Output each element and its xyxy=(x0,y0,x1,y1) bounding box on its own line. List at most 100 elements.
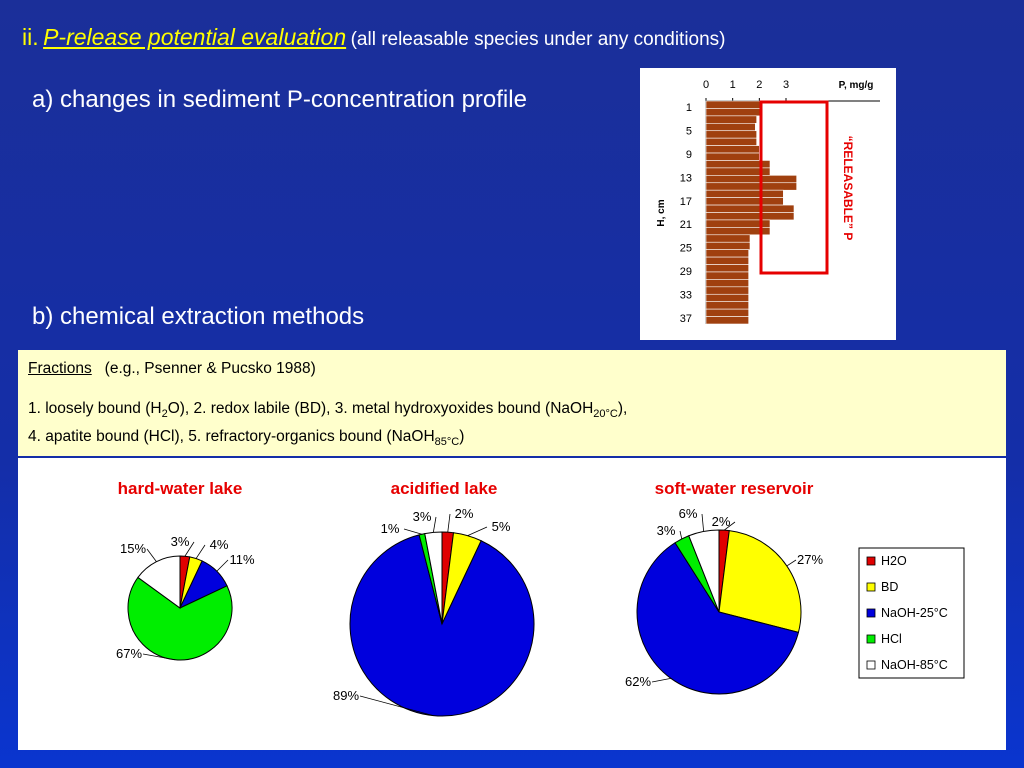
profile-y-label: H, cm xyxy=(656,199,667,226)
profile-bar xyxy=(705,204,795,213)
legend-swatch xyxy=(866,660,876,670)
pie-slice xyxy=(636,542,800,695)
section-a-heading: a) changes in sediment P-concentration p… xyxy=(32,86,527,113)
pie-leader-line xyxy=(216,559,229,572)
pie-leader-line xyxy=(651,677,671,683)
legend-label: NaOH-85°C xyxy=(881,658,948,672)
profile-bar xyxy=(705,108,763,117)
profile-bar xyxy=(705,249,749,258)
fractions-line-2: 4. apatite bound (HCl), 5. refractory-or… xyxy=(28,428,464,448)
profile-bar xyxy=(705,308,749,317)
profile-bar xyxy=(705,271,749,280)
pie-data-label: 89% xyxy=(333,688,359,703)
pie-data-label: 2% xyxy=(455,506,474,521)
pie-data-label: 1% xyxy=(381,521,400,536)
fractions-line-1: 1. loosely bound (H2O), 2. redox labile … xyxy=(28,400,627,420)
pie-data-label: 2% xyxy=(712,514,731,529)
pie-leader-line xyxy=(432,516,437,533)
pie-leader-line xyxy=(679,530,683,540)
fractions-line-2-c: ) xyxy=(459,428,465,445)
pie-leader-line xyxy=(723,521,736,531)
fractions-panel: Fractions (e.g., Psenner & Pucsko 1988) … xyxy=(18,350,1006,456)
legend-label: H2O xyxy=(881,554,907,568)
fractions-line-1-sub1: 2 xyxy=(161,408,168,421)
pie-charts: hard-water lake 3% 4%11% 67% 15% acidified la… xyxy=(116,479,965,717)
releasable-annotation: “RELEASABLE” P xyxy=(841,136,855,241)
pie-slice xyxy=(688,529,720,613)
profile-y-tick-label: 33 xyxy=(680,290,692,302)
pie-charts-panel: hard-water lake 3% 4% 11% 67% 15% acidified la… xyxy=(18,458,1006,750)
profile-x-label: P, mg/g xyxy=(839,80,874,91)
section-b-heading: b) chemical extraction methods xyxy=(32,303,365,330)
profile-x-tick-label: 2 xyxy=(756,79,762,91)
fractions-label: Fractions xyxy=(28,360,92,377)
profile-y-tick-label: 21 xyxy=(680,219,692,231)
profile-y-tick-label: 17 xyxy=(680,196,692,208)
profile-bar xyxy=(705,212,795,221)
pie-leader-line xyxy=(146,548,157,562)
pie-leader-line xyxy=(184,541,195,557)
pie-data-label: 11% xyxy=(229,552,254,567)
profile-y-tick-label: 25 xyxy=(680,243,692,255)
pie-data-label: 62% xyxy=(625,674,651,689)
title-main: P-release potential evaluation xyxy=(43,24,347,50)
pie-data-label: 3% xyxy=(657,523,676,538)
profile-chart-panel: 0 1 2 3 P, mg/g 1 5 9 13 17 21 25 29 33 37 H, cm “RELEAS… xyxy=(640,68,896,340)
pie-data-label: 5% xyxy=(492,519,511,534)
profile-bar xyxy=(705,130,757,139)
pie-data-label: 6% xyxy=(679,506,698,521)
pie-leader-line xyxy=(195,544,206,559)
pie-title: hard-water lake xyxy=(118,479,243,498)
profile-bar xyxy=(705,189,784,198)
pie-slice xyxy=(718,530,802,634)
pie-data-label: 67% xyxy=(116,646,142,661)
profile-bar xyxy=(705,145,760,154)
pie-leader-line xyxy=(786,559,797,567)
fractions-line-2-sub: 85°C xyxy=(434,436,460,449)
profile-bar xyxy=(705,182,797,191)
legend-swatch xyxy=(866,608,876,618)
fractions-line-1-b: O), 2. redox labile (BD), 3. metal hydro… xyxy=(167,400,594,417)
profile-bar xyxy=(705,293,749,302)
profile-bar xyxy=(705,100,763,109)
pie-leader-line xyxy=(359,695,434,716)
pie-data-label: 15% xyxy=(120,541,146,556)
profile-bar xyxy=(705,241,751,250)
profile-y-tick-label: 5 xyxy=(686,125,692,137)
profile-bar xyxy=(705,286,749,295)
profile-bar xyxy=(705,316,749,325)
fractions-line-1-sub2: 20°C xyxy=(593,408,618,421)
pie-leader-line xyxy=(701,513,705,532)
title-number: ii. xyxy=(22,24,39,50)
fractions-reference: (e.g., Psenner & Pucsko 1988) xyxy=(104,360,316,377)
profile-x-tick-label: 3 xyxy=(783,79,789,91)
profile-bar xyxy=(705,152,760,161)
slide-title: ii. P-release potential evaluation (all … xyxy=(22,24,726,51)
profile-bar xyxy=(705,234,751,243)
legend-swatch xyxy=(866,634,876,644)
profile-bar xyxy=(705,301,749,310)
legend-swatch xyxy=(866,556,876,566)
pie-data-label: 27% xyxy=(797,552,823,567)
legend-label: BD xyxy=(881,580,898,594)
pie-legend xyxy=(858,547,965,679)
fractions-line-2-a: 4. apatite bound (HCl), 5. refractory-or… xyxy=(28,428,435,445)
profile-x-tick-label: 1 xyxy=(730,79,736,91)
releasable-box xyxy=(759,100,829,275)
profile-y-tick-label: 1 xyxy=(686,102,692,114)
legend-label: HCl xyxy=(881,632,902,646)
pie-data-label: 3% xyxy=(413,509,432,524)
profile-x-tick-label: 0 xyxy=(703,79,709,91)
legend-label: NaOH-25°C xyxy=(881,606,948,620)
profile-y-tick-label: 9 xyxy=(686,149,692,161)
pie-data-label: 3% xyxy=(171,534,190,549)
pie-data-label: 4% xyxy=(210,537,229,552)
profile-bar xyxy=(705,115,757,124)
fractions-header: Fractions (e.g., Psenner & Pucsko 1988) xyxy=(28,360,316,378)
pie-title: acidified lake xyxy=(391,479,498,498)
profile-bar xyxy=(705,279,749,288)
pie-title: soft-water reservoir xyxy=(655,479,814,498)
profile-bar xyxy=(705,197,784,206)
profile-y-tick-label: 13 xyxy=(680,172,692,184)
